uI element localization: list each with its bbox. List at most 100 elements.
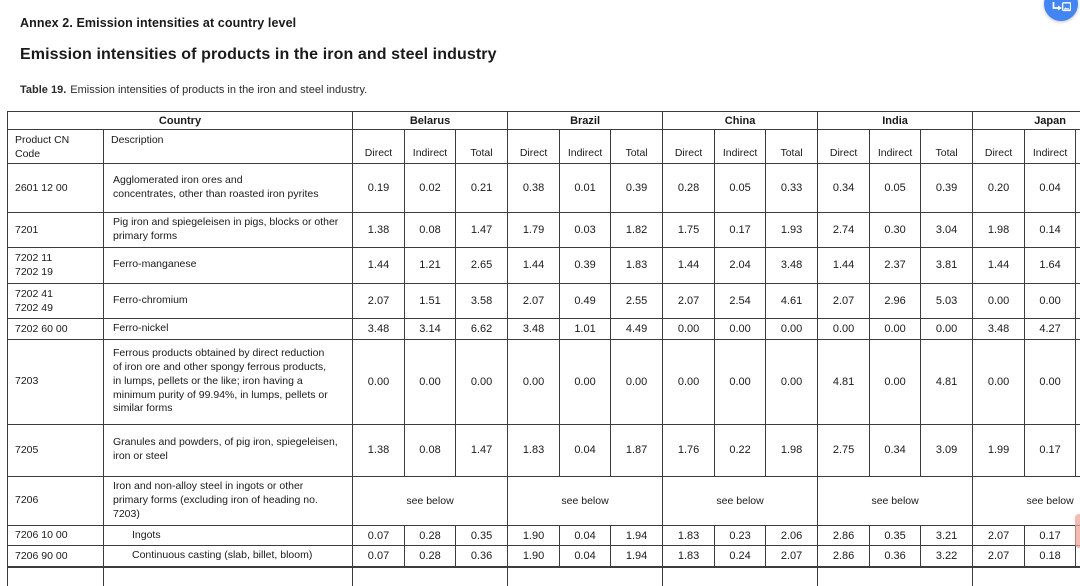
value-cell: 0.36 bbox=[455, 545, 509, 569]
country-group-header: Belarus bbox=[352, 111, 509, 130]
value-cell: 2.07 bbox=[972, 545, 1026, 569]
code-cell bbox=[7, 566, 104, 586]
value-cell: 0.39 bbox=[920, 163, 974, 213]
value-cell: 0.35 bbox=[455, 524, 509, 547]
value-cell: 0.17 bbox=[1024, 524, 1077, 547]
value-cell: 2.54 bbox=[714, 282, 767, 319]
metric-header: Indirect bbox=[1024, 129, 1077, 164]
table-row: 7202 11 7202 19 Ferro-manganese 1.44 1.21 2.… bbox=[7, 246, 1080, 284]
section-title: Emission intensities of products in the … bbox=[20, 46, 497, 63]
metric-header: Total bbox=[610, 129, 664, 164]
value-cell bbox=[1075, 246, 1080, 284]
value-cell: 1.83 bbox=[662, 545, 716, 569]
value-cell: 1.44 bbox=[817, 246, 871, 284]
open-image-button[interactable] bbox=[1044, 0, 1078, 21]
table-row: 7205 Granules and powders, of pig iron, s… bbox=[7, 423, 1080, 477]
value-cell: 3.48 bbox=[352, 317, 406, 340]
value-cell: 0.00 bbox=[507, 338, 561, 425]
value-cell: 0.17 bbox=[1024, 423, 1077, 477]
value-cell: 1.98 bbox=[765, 423, 819, 477]
table-row: 7202 41 7202 49 Ferro-chromium 2.07 1.51 3.5… bbox=[7, 282, 1080, 319]
value-cell: 2.86 bbox=[817, 545, 871, 569]
metric-header: Total bbox=[765, 129, 819, 164]
value-cell: 0.00 bbox=[972, 282, 1026, 319]
value-cell: 2.04 bbox=[714, 246, 767, 284]
value-cell: 1.47 bbox=[455, 423, 509, 477]
metric-header: Indirect bbox=[559, 129, 612, 164]
country-header: Country bbox=[6, 111, 354, 130]
value-cell: 0.28 bbox=[404, 545, 457, 569]
description-cell: Pig iron and spiegeleisen in pigs, block… bbox=[102, 212, 354, 248]
value-cell: 1.90 bbox=[507, 545, 561, 569]
value-cell: 1.99 bbox=[972, 423, 1026, 477]
metric-header: Direct bbox=[972, 129, 1026, 164]
value-cell bbox=[1075, 317, 1080, 340]
emissions-table: Country Belarus Brazil China India Japan Produ… bbox=[6, 111, 1080, 586]
value-cell: 1.75 bbox=[662, 212, 716, 248]
see-below-cell: see below bbox=[817, 475, 974, 526]
value-cell: 0.00 bbox=[765, 338, 819, 425]
value-cell: 2.55 bbox=[610, 282, 664, 319]
description-cell: Ferro-chromium bbox=[102, 282, 354, 319]
metrics-header-row: Product CN Code Description Direct Indirect… bbox=[7, 129, 1080, 164]
value-cell: 0.30 bbox=[869, 212, 922, 248]
value-cell: 5.03 bbox=[920, 282, 974, 319]
value-cell: 0.05 bbox=[869, 163, 922, 213]
code-cell: 7206 90 00 bbox=[7, 545, 104, 569]
value-cell: 0.04 bbox=[559, 423, 612, 477]
value-cell: 2.07 bbox=[507, 282, 561, 319]
value-cell: 0.00 bbox=[610, 338, 664, 425]
table-caption-label: Table 19. bbox=[20, 84, 67, 96]
value-cell: 0.38 bbox=[507, 163, 561, 213]
value-cell: 1.83 bbox=[610, 246, 664, 284]
value-cell: 0.00 bbox=[972, 338, 1026, 425]
value-cell: 3.81 bbox=[920, 246, 974, 284]
value-cell: 0.34 bbox=[817, 163, 871, 213]
see-below-cell: see below bbox=[972, 475, 1080, 526]
value-cell: 0.00 bbox=[455, 338, 509, 425]
value-cell: 2.07 bbox=[817, 282, 871, 319]
value-cell: 0.24 bbox=[714, 545, 767, 569]
value-cell: 2.07 bbox=[765, 545, 819, 569]
value-cell: 2.96 bbox=[869, 282, 922, 319]
value-cell: 1.51 bbox=[404, 282, 457, 319]
value-cell: 0.00 bbox=[869, 338, 922, 425]
value-cell: 0.02 bbox=[404, 163, 457, 213]
code-cell: 7206 10 00 bbox=[7, 524, 104, 547]
value-cell: 1.82 bbox=[610, 212, 664, 248]
value-cell: 0.33 bbox=[765, 163, 819, 213]
value-cell: 4.81 bbox=[817, 338, 871, 425]
open-image-icon bbox=[1051, 0, 1071, 15]
value-cell: 1.44 bbox=[972, 246, 1026, 284]
value-cell: 2.65 bbox=[455, 246, 509, 284]
metric-header: Direct bbox=[817, 129, 871, 164]
metric-header: Direct bbox=[507, 129, 561, 164]
code-cell: 7202 41 7202 49 bbox=[7, 282, 104, 319]
value-cell: 0.18 bbox=[1024, 545, 1077, 569]
value-cell bbox=[1075, 545, 1080, 569]
code-cell: 7203 bbox=[7, 338, 104, 425]
description-cell: Ferro-nickel bbox=[102, 317, 354, 340]
value-cell: 1.76 bbox=[662, 423, 716, 477]
value-cell: 2.75 bbox=[817, 423, 871, 477]
metric-header: Indirect bbox=[404, 129, 457, 164]
value-cell: 0.04 bbox=[1024, 163, 1077, 213]
description-cell: Agglomerated iron ores and concentrates,… bbox=[102, 163, 354, 213]
table-caption: Table 19. Emission intensities of product… bbox=[20, 84, 367, 96]
value-cell: 4.27 bbox=[1024, 317, 1077, 340]
value-cell: 2.06 bbox=[765, 524, 819, 547]
value-cell: 0.07 bbox=[352, 524, 406, 547]
value-cell: 0.14 bbox=[1024, 212, 1077, 248]
value-cell: 1.94 bbox=[610, 545, 664, 569]
metric-header: Indirect bbox=[869, 129, 922, 164]
value-cell bbox=[1075, 163, 1080, 213]
description-cell: Ingots bbox=[102, 524, 354, 547]
table-row: 7202 60 00 Ferro-nickel 3.48 3.14 6.62 3.48 1.… bbox=[7, 317, 1080, 340]
value-cell: 3.22 bbox=[920, 545, 974, 569]
value-cell: 0.00 bbox=[404, 338, 457, 425]
value-cell: 3.48 bbox=[972, 317, 1026, 340]
code-cell: 2601 12 00 bbox=[7, 163, 104, 213]
value-cell: 0.00 bbox=[662, 317, 716, 340]
value-cell: 1.44 bbox=[352, 246, 406, 284]
value-cell: 0.28 bbox=[404, 524, 457, 547]
